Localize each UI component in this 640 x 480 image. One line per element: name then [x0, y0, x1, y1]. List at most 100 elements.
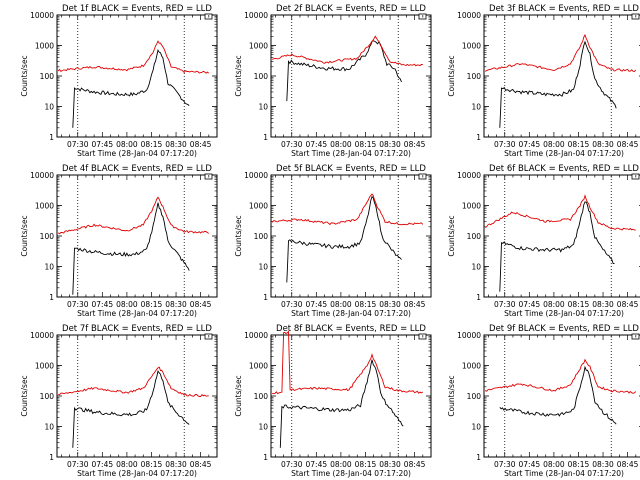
x-tick-label: 08:45 [617, 300, 639, 309]
x-tick-label: 08:00 [330, 140, 352, 149]
y-axis-label: Counts/sec [447, 375, 456, 416]
events-series-line [286, 40, 402, 102]
x-tick-label: 07:45 [306, 460, 328, 469]
x-tick-label: 08:15 [568, 460, 590, 469]
x-tick-label: 08:45 [404, 300, 426, 309]
x-tick-label: 08:00 [116, 460, 138, 469]
y-tick-label: 100 [467, 232, 482, 241]
x-tick-label: 07:45 [306, 300, 328, 309]
y-tick-label: 100 [467, 392, 482, 401]
x-axis-label: Start Time (28-Jan-04 07:17:20) [77, 469, 197, 478]
x-tick-label: 07:30 [281, 300, 303, 309]
lld-series-line [58, 366, 209, 397]
x-tick-label: 08:45 [404, 140, 426, 149]
x-tick-label: 08:30 [379, 300, 401, 309]
y-tick-label: 10 [258, 423, 268, 432]
y-tick-label: 1000 [462, 362, 481, 371]
y-tick-label: 1000 [35, 202, 54, 211]
y-axis-label: Counts/sec [234, 55, 243, 96]
y-axis-label: Counts/sec [20, 375, 29, 416]
y-tick-label: 10000 [30, 11, 54, 20]
x-tick-label: 08:30 [165, 460, 187, 469]
x-tick-label: 08:30 [379, 140, 401, 149]
chart-panel: Det 1f BLACK = Events, RED = LLD 1 10 100 10… [20, 4, 218, 158]
x-tick-label: 07:45 [519, 140, 541, 149]
x-tick-label: 08:45 [190, 460, 212, 469]
x-axis-label: Start Time (28-Jan-04 07:17:20) [504, 469, 624, 478]
plot-frame [270, 174, 432, 298]
y-tick-label: 1 [49, 293, 54, 302]
y-tick-label: 10000 [30, 331, 54, 340]
x-tick-label: 08:00 [330, 460, 352, 469]
y-axis-label: Counts/sec [234, 215, 243, 256]
x-axis-label: Start Time (28-Jan-04 07:17:20) [77, 149, 197, 158]
lld-series-line [484, 194, 636, 231]
chart-title: Det 9f BLACK = Events, RED = LLD [489, 324, 639, 334]
x-tick-label: 07:30 [67, 460, 89, 469]
x-tick-label: 08:00 [543, 460, 565, 469]
y-tick-label: 1000 [35, 42, 54, 51]
events-series-line [286, 195, 402, 283]
y-tick-label: 1000 [462, 202, 481, 211]
x-tick-label: 07:30 [281, 460, 303, 469]
x-tick-label: 08:45 [617, 460, 639, 469]
x-tick-label: 08:45 [190, 140, 212, 149]
x-tick-label: 08:00 [543, 140, 565, 149]
y-tick-label: 10000 [457, 331, 481, 340]
x-tick-label: 08:15 [141, 460, 163, 469]
y-tick-label: 1 [476, 453, 481, 462]
y-tick-label: 1 [476, 133, 481, 142]
y-tick-label: 10 [471, 263, 481, 272]
x-tick-label: 07:30 [494, 460, 516, 469]
x-tick-label: 07:45 [92, 300, 114, 309]
chart-panel: Det 6f BLACK = Events, RED = LLD 1 10 100 10… [447, 164, 640, 318]
y-tick-label: 100 [40, 232, 55, 241]
chart-title: Det 7f BLACK = Events, RED = LLD [62, 324, 212, 334]
y-tick-label: 10000 [30, 171, 54, 180]
x-tick-label: 08:45 [190, 300, 212, 309]
y-tick-label: 1000 [249, 202, 268, 211]
events-series-line [499, 40, 617, 128]
x-tick-label: 07:45 [519, 300, 541, 309]
x-axis-label: Start Time (28-Jan-04 07:17:20) [504, 149, 624, 158]
y-tick-label: 1000 [249, 42, 268, 51]
y-tick-label: 1000 [462, 42, 481, 51]
x-tick-label: 08:00 [543, 300, 565, 309]
x-axis-label: Start Time (28-Jan-04 07:17:20) [504, 309, 624, 318]
x-tick-label: 08:00 [116, 300, 138, 309]
y-tick-label: 10000 [244, 331, 268, 340]
x-tick-label: 08:15 [141, 140, 163, 149]
plot-frame [56, 14, 218, 138]
y-tick-label: 10 [44, 423, 54, 432]
x-tick-label: 07:45 [306, 140, 328, 149]
y-tick-label: 1 [49, 133, 54, 142]
plot-frame [483, 14, 640, 138]
lld-series-line [272, 330, 424, 395]
chart-panel: Det 3f BLACK = Events, RED = LLD 1 10 100 10… [447, 4, 640, 158]
x-tick-label: 08:30 [592, 140, 614, 149]
y-tick-label: 100 [467, 72, 482, 81]
y-axis-label: Counts/sec [447, 55, 456, 96]
y-tick-label: 1 [476, 293, 481, 302]
x-tick-label: 08:15 [568, 300, 590, 309]
y-tick-label: 10000 [457, 11, 481, 20]
chart-title: Det 1f BLACK = Events, RED = LLD [62, 4, 212, 14]
plot-frame [56, 174, 218, 298]
plot-frame [483, 174, 640, 298]
plot-frame [270, 334, 432, 458]
chart-panel: Det 5f BLACK = Events, RED = LLD 1 10 100 10… [234, 164, 432, 318]
x-tick-label: 07:30 [67, 300, 89, 309]
y-tick-label: 10 [471, 103, 481, 112]
y-tick-label: 1 [49, 453, 54, 462]
chart-title: Det 8f BLACK = Events, RED = LLD [276, 324, 426, 334]
chart-panel: Det 7f BLACK = Events, RED = LLD 1 10 100 10… [20, 324, 218, 478]
chart-title: Det 3f BLACK = Events, RED = LLD [489, 4, 639, 14]
y-tick-label: 10 [471, 423, 481, 432]
chart-title: Det 5f BLACK = Events, RED = LLD [276, 164, 426, 174]
chart-panel: Det 9f BLACK = Events, RED = LLD 1 10 100 10… [447, 324, 640, 478]
x-tick-label: 08:15 [141, 300, 163, 309]
x-tick-label: 08:00 [330, 300, 352, 309]
x-tick-label: 07:30 [281, 140, 303, 149]
y-tick-label: 100 [40, 72, 55, 81]
